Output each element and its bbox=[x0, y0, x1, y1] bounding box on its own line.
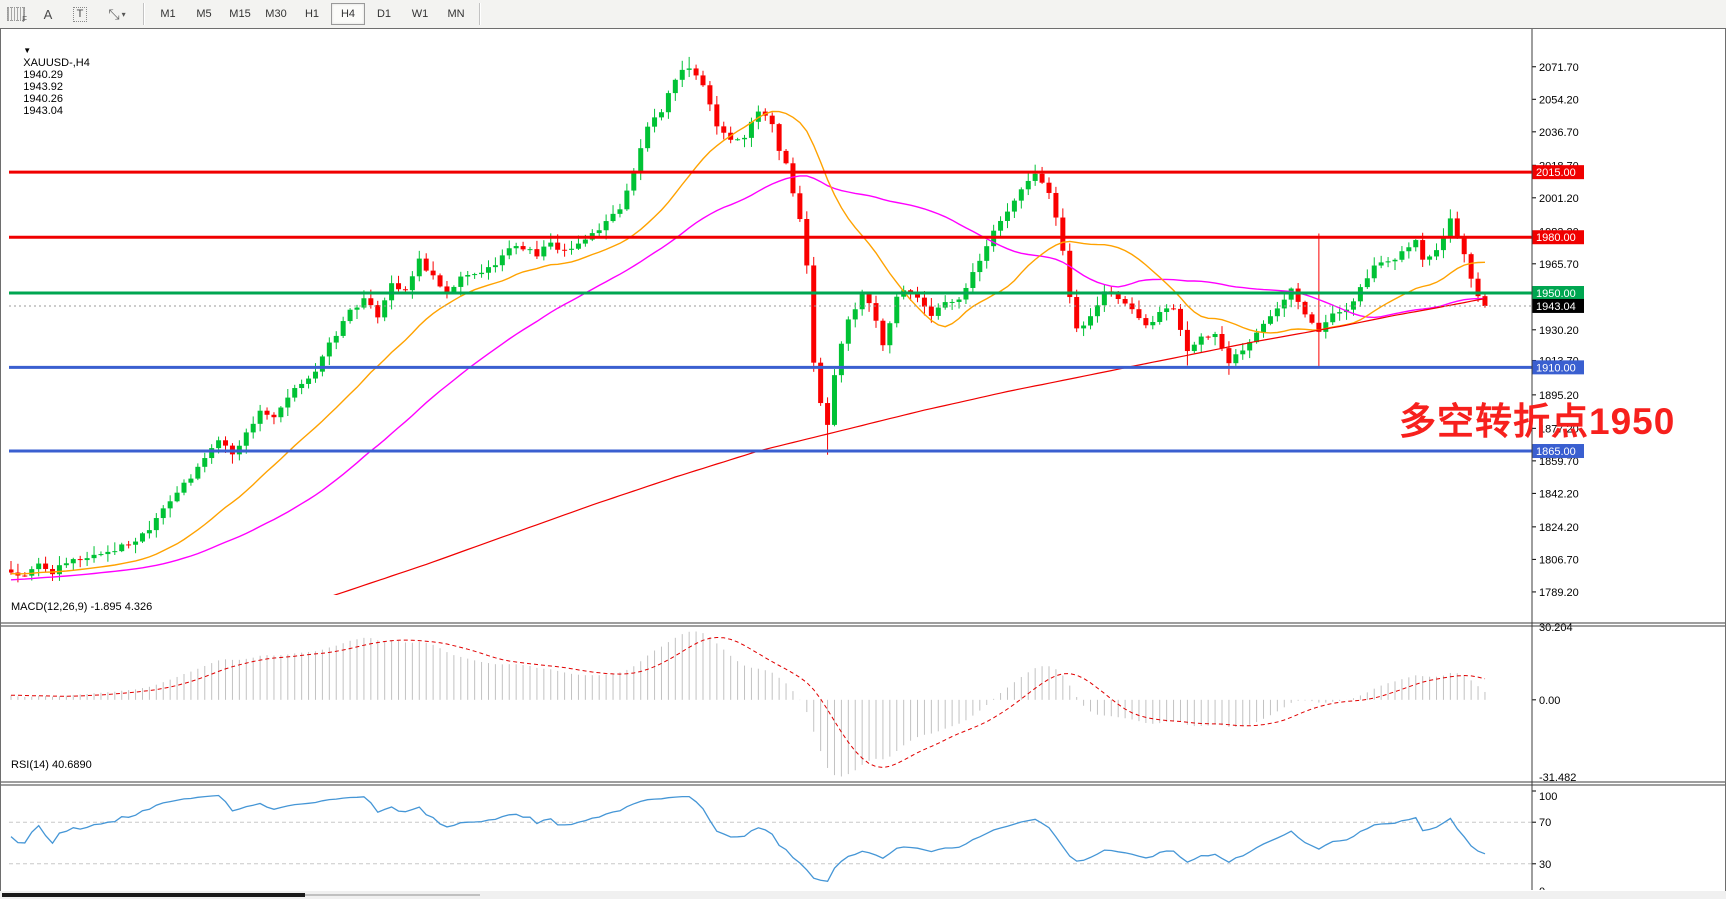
rsi-line bbox=[10, 794, 1486, 883]
timeframe-toolbar: M1 M5 M15 M30 H1 H4 D1 W1 MN bbox=[150, 3, 474, 25]
symbol-dropdown-icon[interactable]: ▼ bbox=[23, 46, 32, 55]
scrollbar-track-mark bbox=[305, 894, 480, 896]
svg-text:1877.20: 1877.20 bbox=[1539, 423, 1579, 435]
ohlc-low: 1940.26 bbox=[23, 93, 63, 105]
svg-text:1824.20: 1824.20 bbox=[1539, 522, 1579, 534]
svg-text:1980.00: 1980.00 bbox=[1536, 232, 1576, 244]
svg-text:1842.20: 1842.20 bbox=[1539, 488, 1579, 500]
chart-annotation-text: 多空转折点1950 bbox=[1399, 401, 1676, 442]
current-price-badge: 1943.04 bbox=[1532, 298, 1584, 313]
ohlc-high: 1943.92 bbox=[23, 81, 63, 93]
timeframe-m30-button[interactable]: M30 bbox=[265, 8, 287, 20]
timeframe-w1-button[interactable]: W1 bbox=[411, 8, 429, 20]
svg-text:2036.70: 2036.70 bbox=[1539, 127, 1579, 139]
toolbar-separator bbox=[143, 3, 145, 25]
macd-pane[interactable]: 30.204 0.00 -31.482 bbox=[10, 622, 1576, 784]
svg-text:1930.20: 1930.20 bbox=[1539, 325, 1579, 337]
timeframe-m5-button[interactable]: M5 bbox=[196, 8, 212, 20]
text-box-icon[interactable]: T bbox=[65, 3, 95, 25]
svg-text:70: 70 bbox=[1539, 817, 1551, 829]
scrollbar-thumb[interactable] bbox=[2, 893, 305, 897]
macd-indicator-label: MACD(12,26,9) -1.895 4.326 bbox=[11, 601, 153, 613]
svg-text:1859.70: 1859.70 bbox=[1539, 456, 1579, 468]
svg-text:2071.70: 2071.70 bbox=[1539, 62, 1579, 74]
ma-fast-line bbox=[10, 110, 1486, 575]
svg-text:30: 30 bbox=[1539, 859, 1551, 871]
svg-text:0.00: 0.00 bbox=[1539, 695, 1560, 707]
hline-price-badge: 1910.00 bbox=[1532, 360, 1584, 375]
timeframe-m15-button[interactable]: M15 bbox=[229, 8, 251, 20]
svg-text:1965.70: 1965.70 bbox=[1539, 259, 1579, 271]
horizontal-scrollbar[interactable] bbox=[0, 891, 1726, 899]
hline-price-badge: 2015.00 bbox=[1532, 165, 1584, 180]
svg-text:-31.482: -31.482 bbox=[1539, 772, 1576, 784]
svg-text:2054.20: 2054.20 bbox=[1539, 94, 1579, 106]
svg-text:30.204: 30.204 bbox=[1539, 622, 1573, 634]
svg-text:2015.00: 2015.00 bbox=[1536, 167, 1576, 179]
drawing-tools-group: F A T ⤡ ▾ bbox=[0, 3, 138, 25]
toolbar-separator bbox=[479, 3, 481, 25]
ma-slow-line bbox=[333, 298, 1486, 595]
chart-title: ▼ XAUUSD-,H4 1940.29 1943.92 1940.26 194… bbox=[11, 33, 90, 129]
svg-text:1806.70: 1806.70 bbox=[1539, 554, 1579, 566]
timeframe-mn-button[interactable]: MN bbox=[447, 8, 465, 20]
font-a-icon[interactable]: A bbox=[43, 6, 53, 22]
svg-text:1943.04: 1943.04 bbox=[1536, 301, 1576, 313]
svg-text:1789.20: 1789.20 bbox=[1539, 587, 1579, 599]
price-axis[interactable]: 2071.702054.202036.702018.702001.201983.… bbox=[1532, 62, 1579, 599]
top-toolbar: F A T ⤡ ▾ M1 M5 M15 M30 H1 H4 D1 W1 MN bbox=[0, 0, 1726, 29]
f-template-icon[interactable]: F bbox=[1, 3, 31, 25]
timeframe-h1-button[interactable]: H1 bbox=[304, 8, 320, 20]
hline-price-badge: 1950.00 bbox=[1532, 286, 1584, 300]
timeframe-d1-button[interactable]: D1 bbox=[376, 8, 392, 20]
svg-text:1895.20: 1895.20 bbox=[1539, 390, 1579, 402]
hline-price-badge: 1980.00 bbox=[1532, 230, 1584, 245]
hline-price-badge: 1865.00 bbox=[1532, 444, 1584, 459]
ohlc-open: 1940.29 bbox=[23, 69, 63, 81]
horizontal-line-objects[interactable] bbox=[9, 170, 1532, 453]
ohlc-close: 1943.04 bbox=[23, 105, 63, 117]
svg-text:1865.00: 1865.00 bbox=[1536, 446, 1576, 458]
timeframe-h4-button[interactable]: H4 bbox=[331, 3, 365, 25]
chart-canvas[interactable]: 2071.702054.202036.702018.702001.201983.… bbox=[1, 29, 1725, 890]
chart-window: 2071.702054.202036.702018.702001.201983.… bbox=[0, 28, 1726, 893]
svg-text:1950.00: 1950.00 bbox=[1536, 288, 1576, 300]
svg-text:0: 0 bbox=[1539, 886, 1545, 890]
rsi-pane[interactable]: 100 70 30 0 bbox=[9, 790, 1557, 890]
ma-medium-line bbox=[10, 175, 1485, 581]
svg-text:100: 100 bbox=[1539, 791, 1557, 803]
macd-signal-line bbox=[10, 636, 1486, 769]
timeframe-m1-button[interactable]: M1 bbox=[160, 8, 176, 20]
rsi-indicator-label: RSI(14) 40.6890 bbox=[11, 759, 92, 771]
symbol-period-label: XAUUSD-,H4 bbox=[23, 57, 90, 69]
svg-text:2001.20: 2001.20 bbox=[1539, 193, 1579, 205]
svg-text:1910.00: 1910.00 bbox=[1536, 362, 1576, 374]
arrow-objects-icon[interactable]: ⤡ ▾ bbox=[108, 5, 126, 22]
